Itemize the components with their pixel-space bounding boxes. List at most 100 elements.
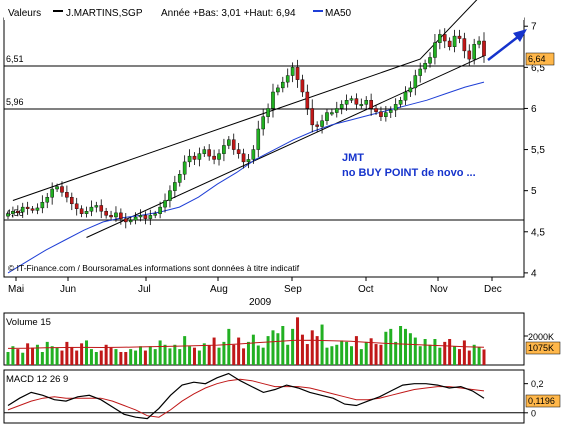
candle (379, 106, 383, 121)
candle (69, 192, 74, 211)
candle-body (212, 155, 216, 160)
candle (231, 133, 236, 155)
candle-body (413, 75, 418, 89)
price-tick-label: 6,5 (531, 63, 545, 74)
date-tick-label: Jul (138, 284, 151, 295)
last-price-box (525, 52, 555, 66)
candle (128, 217, 133, 225)
candle (447, 37, 452, 51)
volume-bar (45, 341, 49, 365)
candle-body (227, 139, 231, 146)
volume-bar (467, 350, 471, 365)
date-tick-label: Mai (8, 284, 24, 295)
volume-bar (192, 347, 196, 365)
candle (222, 138, 226, 162)
candle-body (472, 44, 476, 60)
candle-body (408, 87, 413, 93)
candle-body (45, 197, 50, 203)
volume-bar (340, 340, 344, 365)
candle-body (334, 108, 339, 113)
candle-body (74, 203, 79, 209)
last-macd-label: 0,1196 (528, 396, 555, 406)
volume-bar (183, 336, 187, 365)
candle (393, 98, 398, 117)
volume-bar (129, 349, 133, 365)
candle (109, 210, 113, 221)
candle (359, 98, 364, 109)
candle (472, 38, 476, 65)
candle (25, 201, 30, 215)
date-tick-label: Sep (284, 284, 302, 295)
candle (11, 206, 15, 218)
date-axis: Mai Jun Jul Aug Sep Oct Nov Dec (8, 277, 502, 295)
candle-body (438, 34, 442, 43)
candle-body (354, 98, 359, 105)
candle-body (236, 149, 241, 154)
volume-bar (80, 343, 84, 365)
candle (84, 206, 89, 218)
candle (281, 76, 285, 93)
last-volume-label: 1075K (528, 343, 554, 353)
candle-body (109, 215, 113, 218)
candle (177, 170, 182, 187)
candle (246, 153, 251, 169)
volume-bar (359, 349, 363, 365)
candle (89, 200, 94, 217)
candle (374, 105, 378, 115)
volume-bar (178, 349, 182, 365)
level-label-596: 5,96 (6, 97, 24, 107)
candle (418, 62, 423, 83)
candle-body (11, 211, 15, 214)
candle (320, 114, 324, 134)
volume-title: Volume 15 (6, 317, 51, 328)
candle-body (35, 207, 40, 211)
candle-body (123, 218, 128, 223)
volume-bar (60, 350, 64, 365)
candle-body (281, 81, 285, 89)
candle-body (433, 42, 437, 58)
candle-body (104, 211, 108, 216)
candle-body (359, 104, 364, 107)
volume-bar (462, 340, 466, 365)
volume-bar (271, 330, 275, 365)
price-tick-label: 7 (531, 22, 537, 33)
candle-body (182, 161, 187, 175)
candle (408, 81, 413, 97)
candle-body (202, 149, 207, 154)
candle-body (339, 104, 344, 109)
candle (315, 121, 319, 132)
macd-panel-frame (3, 369, 525, 424)
volume-bar (256, 345, 260, 365)
candle-body (393, 104, 398, 111)
candle-body (207, 149, 211, 157)
volume-bar (94, 352, 98, 365)
candle-body (94, 205, 99, 208)
header-bar (4, 5, 524, 20)
macd-tick-label: 0 (531, 408, 536, 418)
candle (158, 201, 162, 219)
candle-body (20, 206, 25, 213)
macd-axis: 0,20 (524, 379, 544, 418)
candle-body (344, 100, 349, 105)
candle-body (119, 212, 123, 219)
candle-body (153, 213, 158, 216)
volume-bar (335, 344, 339, 365)
volume-bar (65, 341, 69, 365)
candle-body (423, 63, 427, 70)
year-label: 2009 (249, 297, 272, 308)
candle-body (374, 108, 378, 112)
candle (79, 205, 84, 218)
candle-body (442, 34, 447, 42)
volume-bar (11, 346, 15, 365)
candle (428, 52, 432, 68)
candle-body (40, 201, 45, 209)
volume-bar (227, 328, 231, 365)
volume-bar (281, 326, 285, 365)
candle (344, 94, 349, 111)
volume-bar (266, 336, 270, 365)
volume-bar (300, 334, 304, 365)
candle (114, 206, 118, 222)
last-price-label: 6,64 (528, 54, 546, 64)
candle-body (418, 68, 423, 76)
